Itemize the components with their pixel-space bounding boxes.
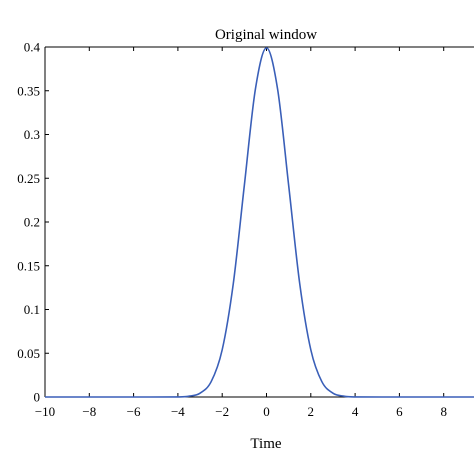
x-tick-label: 0 bbox=[263, 404, 270, 419]
y-tick-label: 0.1 bbox=[24, 302, 40, 317]
x-tick-label: −4 bbox=[171, 404, 185, 419]
y-tick-label: 0.3 bbox=[24, 127, 40, 142]
y-tick-label: 0.25 bbox=[17, 171, 40, 186]
x-axis-ticks: −10 −8 −6 −4 −2 0 2 4 6 8 bbox=[35, 47, 447, 419]
y-tick-label: 0 bbox=[34, 390, 41, 405]
x-tick-label: −6 bbox=[127, 404, 141, 419]
x-tick-label: 4 bbox=[352, 404, 359, 419]
series-line bbox=[45, 47, 474, 398]
x-tick-label: −2 bbox=[215, 404, 229, 419]
y-tick-label: 0.2 bbox=[24, 215, 40, 230]
plot-frame bbox=[44, 46, 474, 398]
y-tick-label: 0.4 bbox=[24, 40, 41, 55]
y-tick-label: 0.05 bbox=[17, 346, 40, 361]
x-tick-label: −8 bbox=[82, 404, 96, 419]
x-tick-label: −10 bbox=[35, 404, 55, 419]
y-tick-label: 0.15 bbox=[17, 258, 40, 273]
series-layer bbox=[45, 47, 474, 398]
y-axis-ticks: 0 0.05 0.1 0.15 0.2 0.25 0.3 0.35 0.4 bbox=[17, 40, 49, 405]
x-axis-label: Time bbox=[250, 436, 281, 452]
x-tick-label: 6 bbox=[396, 404, 403, 419]
x-tick-label: 2 bbox=[308, 404, 315, 419]
x-tick-label: 8 bbox=[440, 404, 447, 419]
chart-title: Original window bbox=[215, 27, 317, 43]
y-tick-label: 0.35 bbox=[17, 83, 40, 98]
